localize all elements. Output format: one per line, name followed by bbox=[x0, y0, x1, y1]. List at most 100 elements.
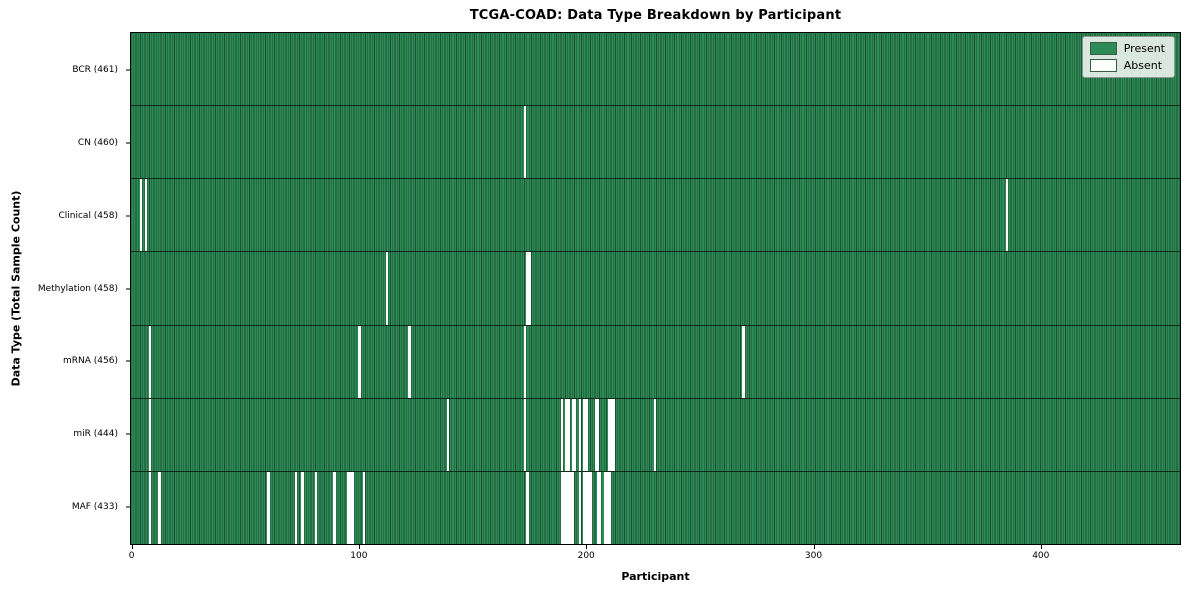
absent-bar bbox=[565, 471, 568, 544]
absent-bar bbox=[149, 325, 152, 398]
absent-bar bbox=[1006, 179, 1009, 252]
absent-bar bbox=[612, 398, 616, 471]
absent-bar bbox=[574, 398, 577, 471]
x-tick-label: 300 bbox=[804, 551, 823, 561]
absent-bar bbox=[571, 471, 575, 544]
absent-bar bbox=[346, 471, 350, 544]
row-methylation bbox=[131, 252, 1180, 326]
absent-bar bbox=[599, 471, 602, 544]
absent-bar bbox=[524, 325, 527, 398]
x-tick-label: 400 bbox=[1032, 551, 1050, 561]
absent-bar bbox=[610, 398, 613, 471]
absent-bar bbox=[349, 471, 352, 544]
absent-bar bbox=[351, 471, 354, 544]
absent-bar bbox=[608, 471, 611, 544]
legend-label-present: Present bbox=[1123, 42, 1165, 55]
y-tick-mark bbox=[126, 288, 130, 289]
x-tick-label: 0 bbox=[128, 551, 135, 561]
row-mrna bbox=[131, 325, 1180, 399]
absent-bar bbox=[267, 471, 270, 544]
legend: Present Absent bbox=[1081, 36, 1175, 78]
chart-title: TCGA-COAD: Data Type Breakdown by Partic… bbox=[469, 8, 842, 23]
y-tick-label-clinical: Clinical (458) bbox=[58, 210, 118, 221]
x-axis-label: Participant bbox=[621, 570, 690, 583]
row-mir bbox=[131, 398, 1180, 472]
absent-bar bbox=[567, 471, 570, 544]
y-axis-tick-labels: BCR (461) CN (460) Clinical (458) Methylati… bbox=[0, 32, 130, 545]
absent-bar bbox=[590, 471, 593, 544]
absent-bar bbox=[578, 471, 582, 544]
absent-bar bbox=[333, 471, 336, 544]
y-tick-label-mrna: mRNA (456) bbox=[63, 356, 118, 367]
absent-bar bbox=[585, 471, 588, 544]
absent-bar bbox=[408, 325, 411, 398]
absent-bar bbox=[144, 179, 147, 252]
x-tick-label: 100 bbox=[350, 551, 368, 561]
absent-bar bbox=[596, 398, 600, 471]
absent-bar bbox=[578, 398, 582, 471]
y-tick-mark bbox=[126, 433, 130, 435]
y-tick-label-maf: MAF (433) bbox=[71, 501, 118, 512]
row-clinical bbox=[131, 179, 1180, 253]
absent-bar bbox=[587, 471, 591, 544]
y-tick-label-bcr: BCR (461) bbox=[72, 65, 118, 75]
y-tick-label-mir: miR (444) bbox=[73, 429, 118, 440]
absent-bar bbox=[603, 471, 607, 544]
y-tick-mark bbox=[126, 215, 130, 217]
legend-item-present: Present bbox=[1089, 42, 1165, 55]
plot-area bbox=[130, 32, 1181, 545]
absent-bar bbox=[583, 471, 586, 544]
absent-bar bbox=[362, 471, 366, 544]
absent-bar bbox=[571, 398, 575, 471]
x-tick-mark bbox=[586, 545, 588, 549]
absent-bar bbox=[526, 471, 529, 544]
absent-bar bbox=[528, 252, 532, 325]
absent-swatch bbox=[1089, 59, 1117, 72]
absent-bar bbox=[149, 471, 152, 544]
absent-bar bbox=[446, 398, 450, 471]
absent-bar bbox=[358, 325, 361, 398]
y-tick-mark bbox=[126, 142, 130, 144]
x-tick-mark bbox=[813, 545, 815, 549]
y-axis-label: Data Type (Total Sample Count) bbox=[9, 190, 23, 387]
absent-bar bbox=[385, 252, 388, 325]
row-bcr bbox=[131, 33, 1180, 107]
x-tick-mark bbox=[131, 545, 133, 549]
present-swatch bbox=[1089, 42, 1117, 55]
absent-bar bbox=[567, 398, 570, 471]
absent-bar bbox=[526, 252, 529, 325]
absent-bar bbox=[294, 471, 297, 544]
absent-bar bbox=[594, 398, 597, 471]
absent-bar bbox=[562, 471, 566, 544]
absent-bar bbox=[596, 471, 600, 544]
absent-bar bbox=[560, 471, 563, 544]
absent-bar bbox=[140, 179, 143, 252]
absent-bar bbox=[742, 325, 745, 398]
absent-bar bbox=[524, 106, 527, 179]
x-tick-mark bbox=[1040, 545, 1042, 549]
x-tick-mark bbox=[358, 545, 360, 549]
absent-bar bbox=[569, 471, 572, 544]
absent-bar bbox=[583, 398, 586, 471]
y-tick-mark bbox=[126, 506, 130, 508]
y-tick-mark bbox=[126, 360, 130, 362]
absent-bar bbox=[315, 471, 318, 544]
absent-bar bbox=[158, 471, 161, 544]
absent-bar bbox=[585, 398, 588, 471]
legend-item-absent: Absent bbox=[1089, 59, 1165, 72]
y-tick-label-cn: CN (460) bbox=[77, 137, 118, 148]
legend-label-absent: Absent bbox=[1123, 59, 1163, 72]
y-tick-mark bbox=[126, 69, 130, 71]
absent-bar bbox=[565, 398, 568, 471]
y-tick-label-methylation: Methylation (458) bbox=[37, 283, 118, 294]
absent-bar bbox=[149, 398, 152, 471]
row-maf bbox=[131, 471, 1180, 544]
absent-bar bbox=[606, 471, 609, 544]
absent-bar bbox=[524, 398, 527, 471]
absent-bar bbox=[653, 398, 657, 471]
absent-bar bbox=[301, 471, 304, 544]
row-cn bbox=[131, 106, 1180, 180]
absent-bar bbox=[560, 398, 563, 471]
x-tick-label: 200 bbox=[577, 551, 595, 561]
